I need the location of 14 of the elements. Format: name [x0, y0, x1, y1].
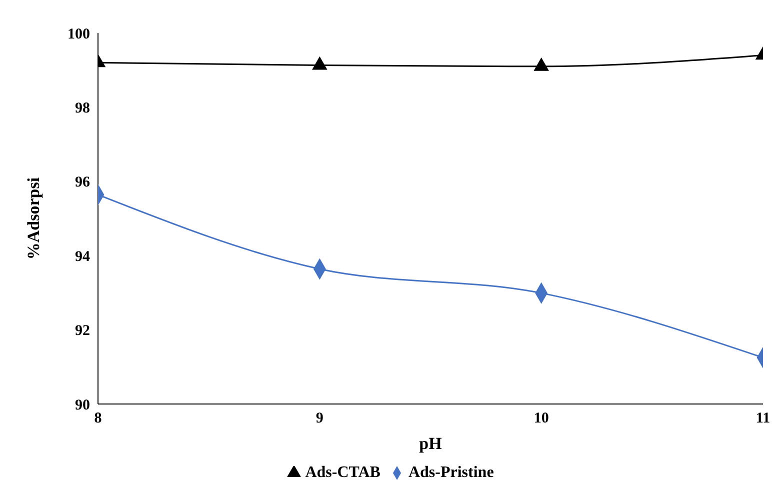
y-tick-label: 92	[75, 323, 90, 340]
x-tick-label: 11	[756, 410, 770, 427]
x-tick-label: 9	[316, 410, 324, 427]
y-tick-label: 98	[75, 100, 90, 117]
legend-label: Ads-Pristine	[408, 464, 494, 481]
x-tick-label: 10	[534, 410, 549, 427]
x-tick-label: 8	[94, 410, 102, 427]
y-tick-label: 94	[75, 248, 90, 265]
legend-label: Ads-CTAB	[305, 464, 380, 481]
y-tick-label: 90	[75, 397, 90, 414]
y-tick-label: 100	[68, 26, 90, 42]
x-axis-title: pH	[419, 434, 442, 453]
y-tick-label: 96	[75, 174, 90, 191]
y-axis-title: %Adsorpsi	[24, 177, 44, 260]
